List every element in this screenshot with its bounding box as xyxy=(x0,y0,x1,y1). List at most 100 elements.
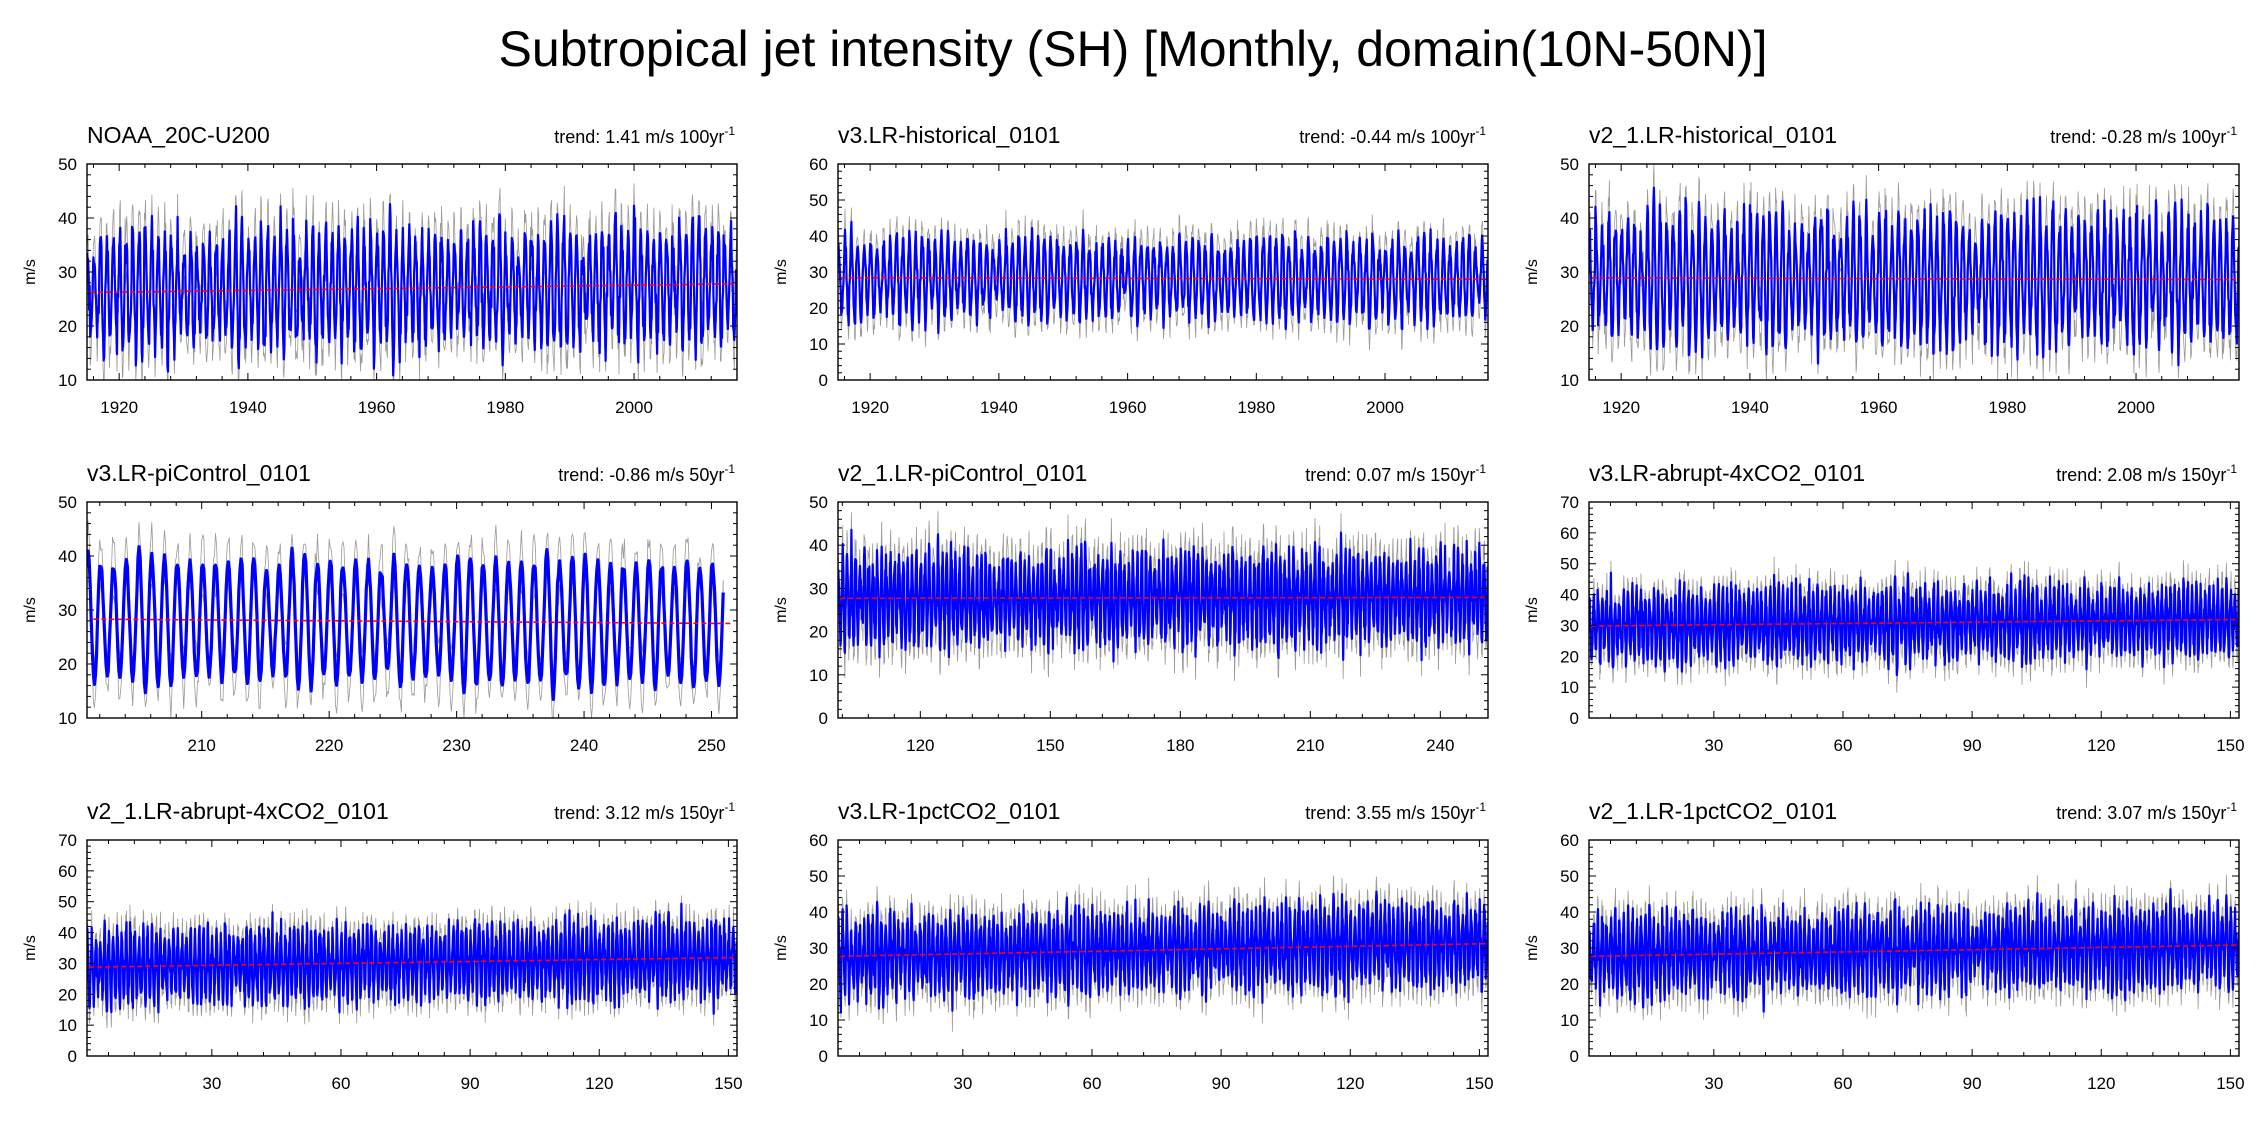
x-tick-label: 60 xyxy=(1834,736,1853,755)
x-tick-label: 1960 xyxy=(1860,398,1898,417)
y-tick-label: 50 xyxy=(809,493,828,512)
series-line xyxy=(838,528,1488,663)
trend-label-exponent: -1 xyxy=(2226,462,2237,476)
x-tick-label: 1980 xyxy=(1988,398,2026,417)
plot-frame xyxy=(1588,501,2240,719)
y-axis-label: m/s xyxy=(22,935,39,961)
y-tick-label: 50 xyxy=(1560,867,1579,886)
x-tick-label: 30 xyxy=(1704,1074,1723,1093)
y-axis-label: m/s xyxy=(22,597,39,623)
y-tick-label: 10 xyxy=(809,666,828,685)
trend-line xyxy=(1591,618,2237,627)
trend-label: trend: 3.55 m/s 150yr-1 xyxy=(1305,800,1486,823)
trend-label: trend: 2.08 m/s 150yr-1 xyxy=(2056,462,2237,485)
panel-7: v2_1.LR-abrupt-4xCO2_0101 trend: 3.12 m/s… xyxy=(22,798,743,1093)
y-tick-label: 60 xyxy=(58,862,77,881)
trend-label: trend: -0.86 m/s 50yr-1 xyxy=(558,462,735,485)
x-tick-label: 1960 xyxy=(1109,398,1147,417)
y-tick-label: 50 xyxy=(809,867,828,886)
trend-line xyxy=(840,596,1486,600)
trend-label-text: trend: 3.07 m/s 150yr xyxy=(2056,803,2226,823)
y-tick-label: 40 xyxy=(1560,903,1579,922)
x-tick-label: 150 xyxy=(714,1074,742,1093)
y-axis-label: m/s xyxy=(22,259,39,285)
x-tick-label: 90 xyxy=(1212,1074,1231,1093)
y-tick-label: 50 xyxy=(1560,155,1579,174)
trend-label: trend: 1.41 m/s 100yr-1 xyxy=(554,124,735,147)
x-tick-label: 1940 xyxy=(1731,398,1769,417)
y-tick-label: 40 xyxy=(1560,209,1579,228)
trend-label-text: trend: 3.55 m/s 150yr xyxy=(1305,803,1475,823)
x-tick-label: 2000 xyxy=(615,398,653,417)
x-tick-label: 1940 xyxy=(980,398,1018,417)
y-tick-label: 20 xyxy=(58,317,77,336)
y-tick-label: 0 xyxy=(819,709,828,728)
x-tick-label: 120 xyxy=(1336,1074,1364,1093)
y-tick-label: 20 xyxy=(809,623,828,642)
panel-3: v2_1.LR-historical_0101 trend: -0.28 m/s … xyxy=(1524,122,2240,417)
y-tick-label: 10 xyxy=(58,709,77,728)
y-tick-label: 0 xyxy=(819,371,828,390)
panel-title: v3.LR-1pctCO2_0101 xyxy=(838,798,1060,824)
trend-label-text: trend: -0.86 m/s 50yr xyxy=(558,465,724,485)
y-tick-label: 30 xyxy=(809,579,828,598)
panel-title: v3.LR-historical_0101 xyxy=(838,122,1060,148)
panel-6: v3.LR-abrupt-4xCO2_0101 trend: 2.08 m/s 1… xyxy=(1524,460,2245,755)
y-tick-label: 20 xyxy=(1560,975,1579,994)
panel-2: v3.LR-historical_0101 trend: -0.44 m/s 10… xyxy=(773,122,1489,417)
y-tick-label: 20 xyxy=(809,299,828,318)
trend-label-text: trend: 0.07 m/s 150yr xyxy=(1305,465,1475,485)
y-axis-label: m/s xyxy=(773,935,790,961)
plot-frame xyxy=(837,501,1489,719)
trend-label: trend: -0.28 m/s 100yr-1 xyxy=(2050,124,2237,147)
y-tick-label: 20 xyxy=(809,975,828,994)
figure-title: Subtropical jet intensity (SH) [Monthly,… xyxy=(498,21,1767,77)
panel-title: NOAA_20C-U200 xyxy=(87,122,270,148)
panel-title: v2_1.LR-1pctCO2_0101 xyxy=(1589,798,1837,824)
panel-title: v3.LR-piControl_0101 xyxy=(87,460,311,486)
x-tick-label: 30 xyxy=(202,1074,221,1093)
y-tick-label: 0 xyxy=(1570,709,1579,728)
trend-line xyxy=(93,618,731,625)
trend-label: trend: 3.12 m/s 150yr-1 xyxy=(554,800,735,823)
x-tick-label: 150 xyxy=(2216,736,2244,755)
y-tick-label: 10 xyxy=(1560,371,1579,390)
series-line xyxy=(1589,186,2239,367)
y-tick-label: 20 xyxy=(58,985,77,1004)
y-tick-label: 50 xyxy=(1560,555,1579,574)
y-tick-label: 30 xyxy=(58,601,77,620)
trend-line xyxy=(1591,944,2237,958)
y-tick-label: 10 xyxy=(1560,1011,1579,1030)
x-tick-label: 230 xyxy=(442,736,470,755)
y-tick-label: 40 xyxy=(809,227,828,246)
trend-label-exponent: -1 xyxy=(724,800,735,814)
panel-8: v3.LR-1pctCO2_0101 trend: 3.55 m/s 150yr-… xyxy=(773,798,1494,1093)
y-tick-label: 60 xyxy=(809,155,828,174)
x-tick-label: 1920 xyxy=(1602,398,1640,417)
trend-label: trend: 3.07 m/s 150yr-1 xyxy=(2056,800,2237,823)
trend-label-text: trend: 1.41 m/s 100yr xyxy=(554,127,724,147)
x-tick-label: 30 xyxy=(1704,736,1723,755)
trend-label: trend: -0.44 m/s 100yr-1 xyxy=(1299,124,1486,147)
series-line xyxy=(1589,888,2239,1013)
y-tick-label: 0 xyxy=(1570,1047,1579,1066)
trend-label-text: trend: -0.44 m/s 100yr xyxy=(1299,127,1475,147)
x-tick-label: 120 xyxy=(585,1074,613,1093)
trend-label-text: trend: 2.08 m/s 150yr xyxy=(2056,465,2226,485)
x-tick-label: 2000 xyxy=(1366,398,1404,417)
y-tick-label: 60 xyxy=(1560,524,1579,543)
x-tick-label: 210 xyxy=(188,736,216,755)
x-tick-label: 90 xyxy=(1963,736,1982,755)
x-tick-label: 120 xyxy=(2087,736,2115,755)
y-tick-label: 20 xyxy=(58,655,77,674)
trend-label: trend: 0.07 m/s 150yr-1 xyxy=(1305,462,1486,485)
x-tick-label: 220 xyxy=(315,736,343,755)
x-tick-label: 90 xyxy=(461,1074,480,1093)
panel-title: v3.LR-abrupt-4xCO2_0101 xyxy=(1589,460,1865,486)
trend-label-text: trend: -0.28 m/s 100yr xyxy=(2050,127,2226,147)
panel-title: v2_1.LR-abrupt-4xCO2_0101 xyxy=(87,798,389,824)
panel-title: v2_1.LR-historical_0101 xyxy=(1589,122,1837,148)
x-tick-label: 30 xyxy=(953,1074,972,1093)
y-tick-label: 50 xyxy=(58,155,77,174)
